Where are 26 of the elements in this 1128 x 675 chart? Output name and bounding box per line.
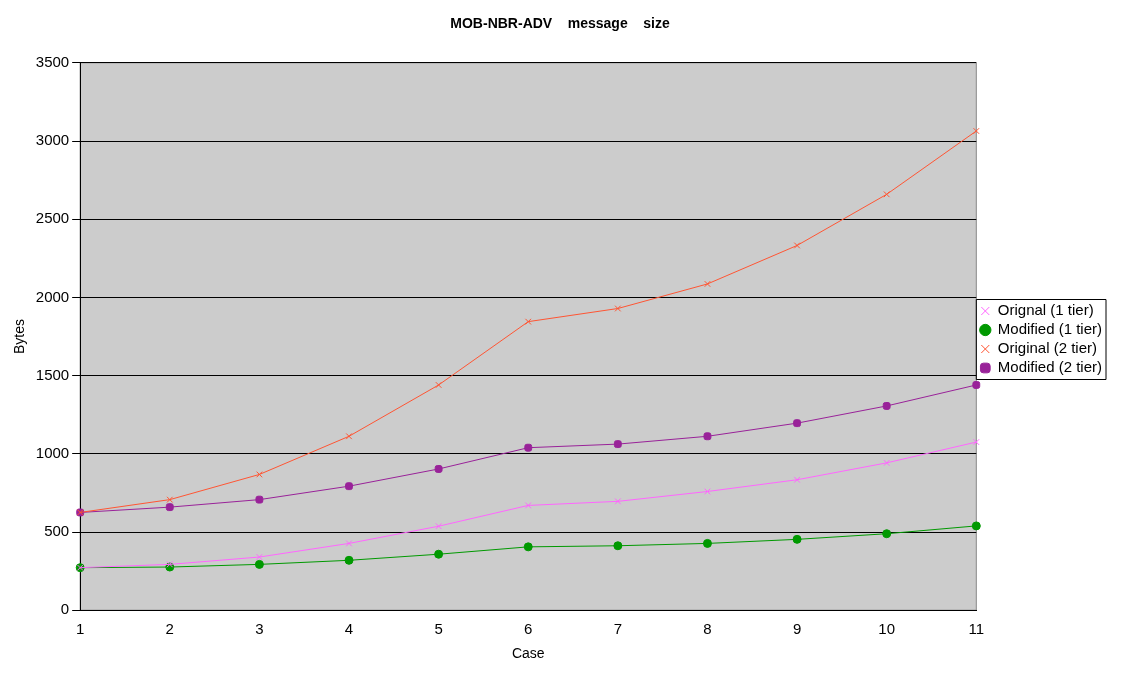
x-tick-label: 10	[878, 620, 896, 638]
legend-label: Orignal (1 tier)	[997, 301, 1094, 319]
legend-label: Original (2 tier)	[997, 339, 1097, 357]
x-tick-label: 9	[792, 620, 802, 638]
x-tick-label: 3	[255, 620, 264, 638]
y-tick-label: 3000	[35, 131, 70, 149]
y-tick-label: 500	[44, 522, 70, 540]
x-tick-label: 5	[434, 620, 443, 638]
chart-title: MOB-NBR-ADV message size	[450, 15, 670, 32]
x-tick-label: 2	[165, 620, 174, 638]
y-tick-label: 2000	[35, 287, 70, 305]
x-tick-label: 1	[76, 620, 85, 638]
x-axis-title: Case	[511, 645, 545, 662]
legend-label: Modified (2 tier)	[997, 358, 1102, 376]
x-tick-label: 7	[613, 620, 623, 638]
x-tick-label: 8	[703, 620, 712, 638]
x-tick-label: 4	[344, 620, 354, 638]
y-axis-title: Bytes	[11, 318, 28, 355]
x-tick-label: 6	[524, 620, 533, 638]
y-tick-label: 1000	[35, 443, 70, 461]
legend-label: Modified (1 tier)	[997, 320, 1102, 338]
y-tick-label: 2500	[35, 209, 70, 227]
x-tick-label: 11	[968, 620, 985, 638]
y-tick-label: 0	[60, 600, 70, 618]
y-tick-label: 1500	[35, 365, 70, 383]
y-tick-label: 3500	[35, 52, 70, 70]
